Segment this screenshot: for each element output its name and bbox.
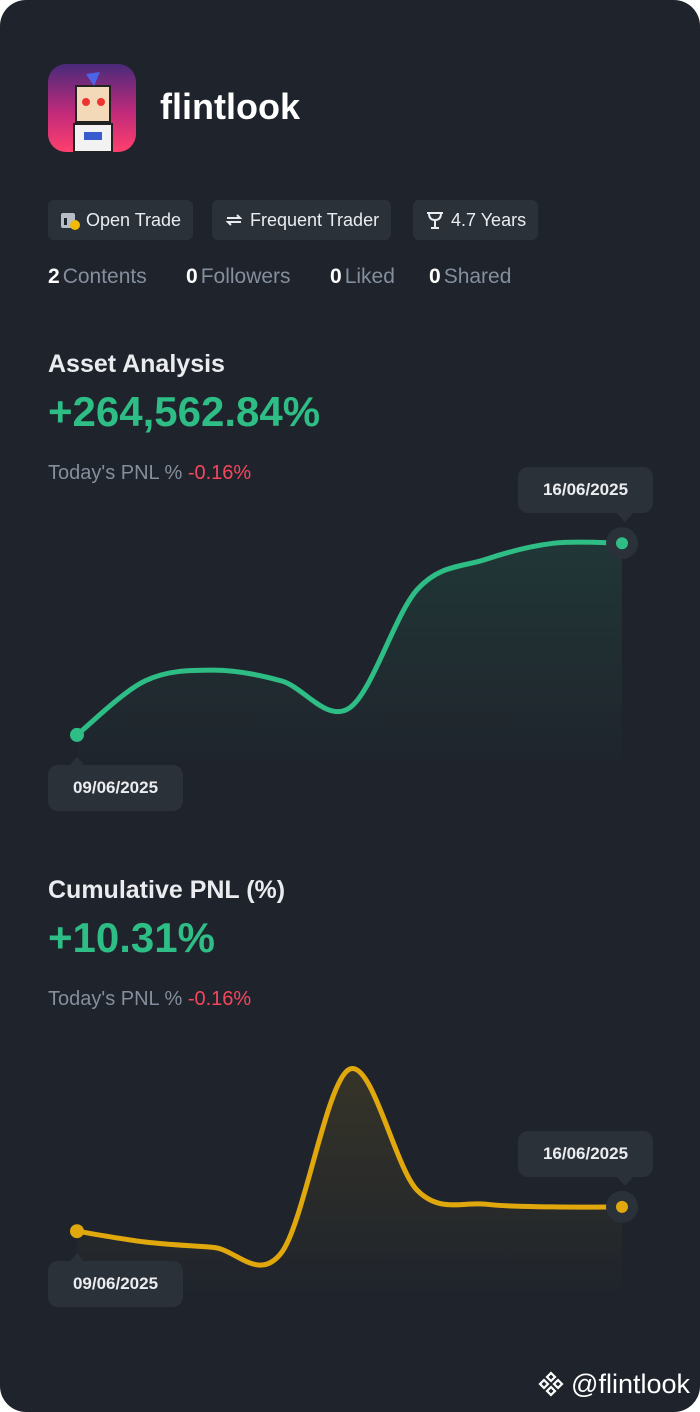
- tip-pointer: [616, 512, 634, 523]
- stat-value: 2: [48, 265, 60, 288]
- end-date: 16/06/2025: [518, 1130, 653, 1177]
- stat-value: 0: [429, 265, 441, 288]
- chart: [69, 500, 638, 770]
- end-date: 16/06/2025: [518, 467, 653, 514]
- tip-pointer: [69, 1253, 85, 1263]
- stat: 0 Followers: [186, 265, 291, 289]
- area: [77, 1068, 622, 1296]
- stat-label: Contents: [62, 265, 147, 288]
- badge-label: Frequent Trader: [250, 210, 380, 230]
- stat-label: Followers: [200, 265, 291, 288]
- badge: Open Trade: [48, 200, 194, 240]
- footer: @flintlook: [537, 1369, 690, 1400]
- line: [74, 1066, 625, 1268]
- avatar: [48, 64, 136, 152]
- badge-label: Open Trade: [86, 210, 182, 230]
- chart-title: Cumulative PNL (%): [48, 876, 286, 904]
- start-dot: [70, 1224, 84, 1239]
- line: [74, 539, 625, 738]
- stat: 2 Contents: [48, 265, 147, 289]
- pnl: Today's PNL % -0.16%: [48, 988, 251, 1011]
- badge: 4.7 Years: [413, 200, 539, 240]
- stat: 0 Shared: [429, 265, 511, 289]
- username: flintlook: [160, 86, 300, 127]
- pnl-value: -0.16%: [187, 988, 252, 1010]
- badge-label: 4.7 Years: [451, 210, 527, 230]
- chart: [69, 1026, 638, 1296]
- start-dot: [70, 727, 84, 742]
- pnl-label: Today's PNL %: [48, 988, 183, 1010]
- end-dot: [616, 537, 628, 550]
- start-date: 09/06/2025: [48, 764, 183, 811]
- chart-headline: +264,562.84%: [48, 388, 321, 435]
- stat-value: 0: [186, 265, 198, 288]
- tip-pointer: [616, 1175, 634, 1186]
- stat-label: Shared: [443, 265, 512, 288]
- stat-value: 0: [330, 265, 342, 288]
- pnl-value: -0.16%: [187, 462, 252, 484]
- footer-handle: @flintlook: [571, 1369, 690, 1399]
- stat: 0 Liked: [330, 265, 395, 289]
- chart-title: Asset Analysis: [48, 350, 225, 378]
- area: [77, 542, 622, 770]
- stat-label: Liked: [344, 265, 395, 288]
- start-date: 09/06/2025: [48, 1261, 183, 1308]
- tip-pointer: [69, 756, 85, 766]
- end-dot: [616, 1200, 628, 1213]
- pnl-label: Today's PNL %: [48, 462, 183, 484]
- chart-headline: +10.31%: [48, 914, 215, 961]
- badge: Frequent Trader: [212, 200, 392, 240]
- pnl: Today's PNL % -0.16%: [48, 462, 251, 485]
